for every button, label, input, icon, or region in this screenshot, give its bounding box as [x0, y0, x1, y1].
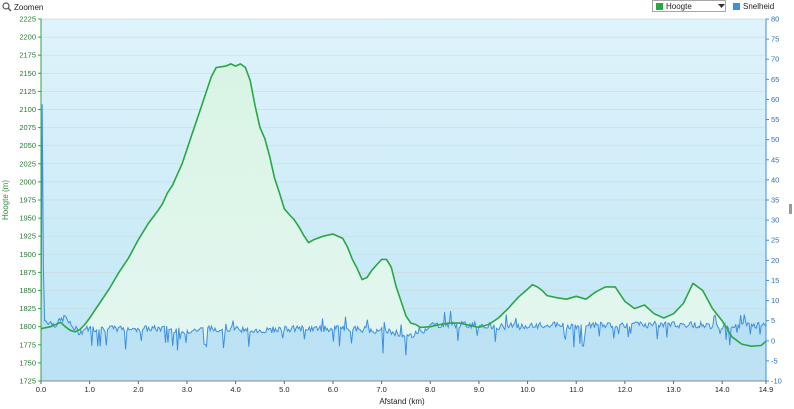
left-tick-label: 1800 — [19, 322, 36, 331]
right-tick-label: 70 — [771, 55, 779, 64]
left-tick-label: 2150 — [19, 69, 36, 78]
right-tick-label: 75 — [771, 35, 779, 44]
right-tick-label: 55 — [771, 115, 779, 124]
x-tick-label: 11.0 — [569, 385, 583, 394]
left-tick-label: 2050 — [19, 141, 36, 150]
left-tick-label: 1950 — [19, 214, 36, 223]
left-tick-label: 2025 — [19, 159, 36, 168]
left-tick-label: 1750 — [19, 358, 36, 367]
right-tick-label: 15 — [771, 276, 779, 285]
x-tick-label: 8.0 — [425, 385, 435, 394]
legend-item-snelheid[interactable]: Snelheid — [730, 0, 774, 12]
right-tick-label: 35 — [771, 196, 779, 205]
snelheid-line — [40, 104, 767, 356]
x-axis-title: Afstand (km) — [379, 397, 425, 406]
right-tick-label: 30 — [771, 216, 779, 225]
left-tick-label: 1850 — [19, 286, 36, 295]
x-tick-label: 14.9 — [759, 385, 774, 394]
zoom-label: Zoomen — [14, 2, 44, 12]
left-tick-label: 2100 — [19, 105, 36, 114]
right-tick-label: 80 — [771, 15, 779, 24]
right-tick-label: 60 — [771, 95, 779, 104]
collapse-handle[interactable] — [789, 204, 792, 214]
x-tick-label: 10.0 — [520, 385, 535, 394]
series-layer — [40, 63, 767, 382]
x-tick-label: 6.0 — [328, 385, 338, 394]
left-tick-label: 1725 — [19, 377, 36, 386]
left-tick-label: 2200 — [19, 33, 36, 42]
x-tick-label: 13.0 — [666, 385, 681, 394]
left-tick-label: 2000 — [19, 177, 36, 186]
series-select[interactable]: Hoogte — [652, 0, 726, 12]
left-tick-label: 1775 — [19, 340, 36, 349]
magnifier-icon — [2, 2, 12, 12]
right-tick-label: 10 — [771, 296, 779, 305]
right-tick-label: 0 — [771, 336, 775, 345]
left-tick-label: 1900 — [19, 250, 36, 259]
left-tick-label: 2175 — [19, 51, 36, 60]
left-tick-label: 2125 — [19, 87, 36, 96]
x-tick-label: 5.0 — [279, 385, 289, 394]
x-tick-label: 1.0 — [84, 385, 94, 394]
right-tick-label: 25 — [771, 236, 779, 245]
series-color-swatch — [656, 2, 663, 10]
right-tick-label: 5 — [771, 316, 775, 325]
right-tick-label: 50 — [771, 135, 779, 144]
right-tick-label: 20 — [771, 256, 779, 265]
series-select-label: Hoogte — [666, 1, 692, 11]
left-tick-label: 1825 — [19, 304, 36, 313]
right-tick-label: -5 — [771, 356, 778, 365]
left-tick-label: 2225 — [19, 15, 36, 24]
x-tick-label: 9.0 — [474, 385, 484, 394]
x-tick-label: 4.0 — [230, 385, 240, 394]
x-tick-label: 12.0 — [618, 385, 633, 394]
x-tick-label: 0.0 — [36, 385, 46, 394]
right-tick-label: 45 — [771, 155, 779, 164]
tick-layer: 1725 1750 1775 1800 1825 1850 1875 1900 1925 1950… — [19, 15, 782, 395]
right-tick-label: 65 — [771, 75, 779, 84]
left-tick-label: 2075 — [19, 123, 36, 132]
right-tick-label: 40 — [771, 175, 779, 184]
x-tick-label: 14.0 — [715, 385, 730, 394]
hoogte-line — [40, 63, 767, 347]
legend-label: Snelheid — [743, 1, 775, 11]
y-axis-title: Hoogte (m) — [1, 180, 10, 220]
zoom-button[interactable]: Zoomen — [2, 1, 43, 13]
legend-color-swatch — [733, 2, 740, 10]
left-tick-label: 1875 — [19, 268, 36, 277]
hoogte-area — [41, 63, 766, 382]
snelheid-area — [41, 104, 766, 381]
x-tick-label: 7.0 — [376, 385, 386, 394]
right-tick-label: -10 — [771, 377, 782, 386]
left-tick-label: 1925 — [19, 232, 36, 241]
left-tick-label: 1975 — [19, 196, 36, 205]
chart-toolbar: Zoomen Hoogte Snelheid — [0, 0, 794, 14]
x-tick-label: 3.0 — [182, 385, 192, 394]
x-tick-label: 2.0 — [133, 385, 143, 394]
chevron-down-icon — [717, 2, 725, 10]
